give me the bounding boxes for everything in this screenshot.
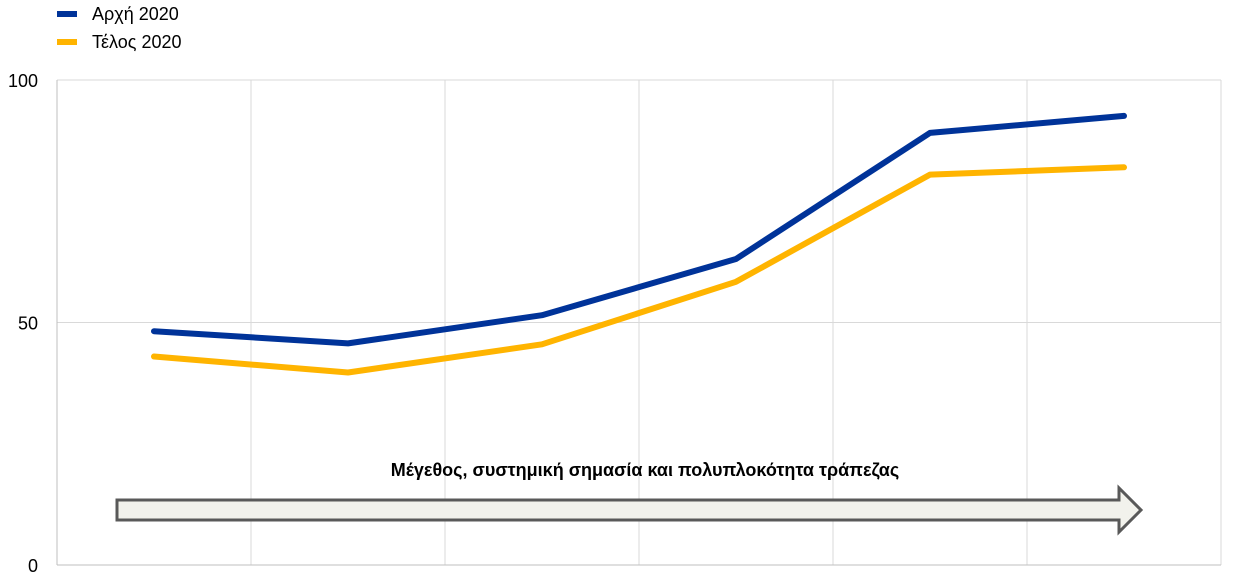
series-line <box>151 164 1127 376</box>
legend: Αρχή 2020 Τέλος 2020 <box>57 4 182 52</box>
annotation-label: Μέγεθος, συστημική σημασία και πολυπλοκό… <box>391 460 899 481</box>
legend-swatch <box>57 11 77 17</box>
y-tick-label: 50 <box>18 314 38 334</box>
y-tick-label: 100 <box>8 71 38 91</box>
legend-label: Τέλος 2020 <box>92 32 182 52</box>
direction-arrow <box>115 484 1144 536</box>
y-axis-ticks: 0 50 100 <box>8 71 38 576</box>
series-lines <box>151 112 1127 376</box>
series-line <box>151 112 1127 347</box>
axes <box>56 80 1222 566</box>
grid-lines <box>57 79 1221 565</box>
legend-swatch <box>57 39 77 45</box>
size-annotation: Μέγεθος, συστημική σημασία και πολυπλοκό… <box>115 460 1144 536</box>
y-tick-label: 0 <box>28 556 38 576</box>
legend-label: Αρχή 2020 <box>92 4 179 24</box>
